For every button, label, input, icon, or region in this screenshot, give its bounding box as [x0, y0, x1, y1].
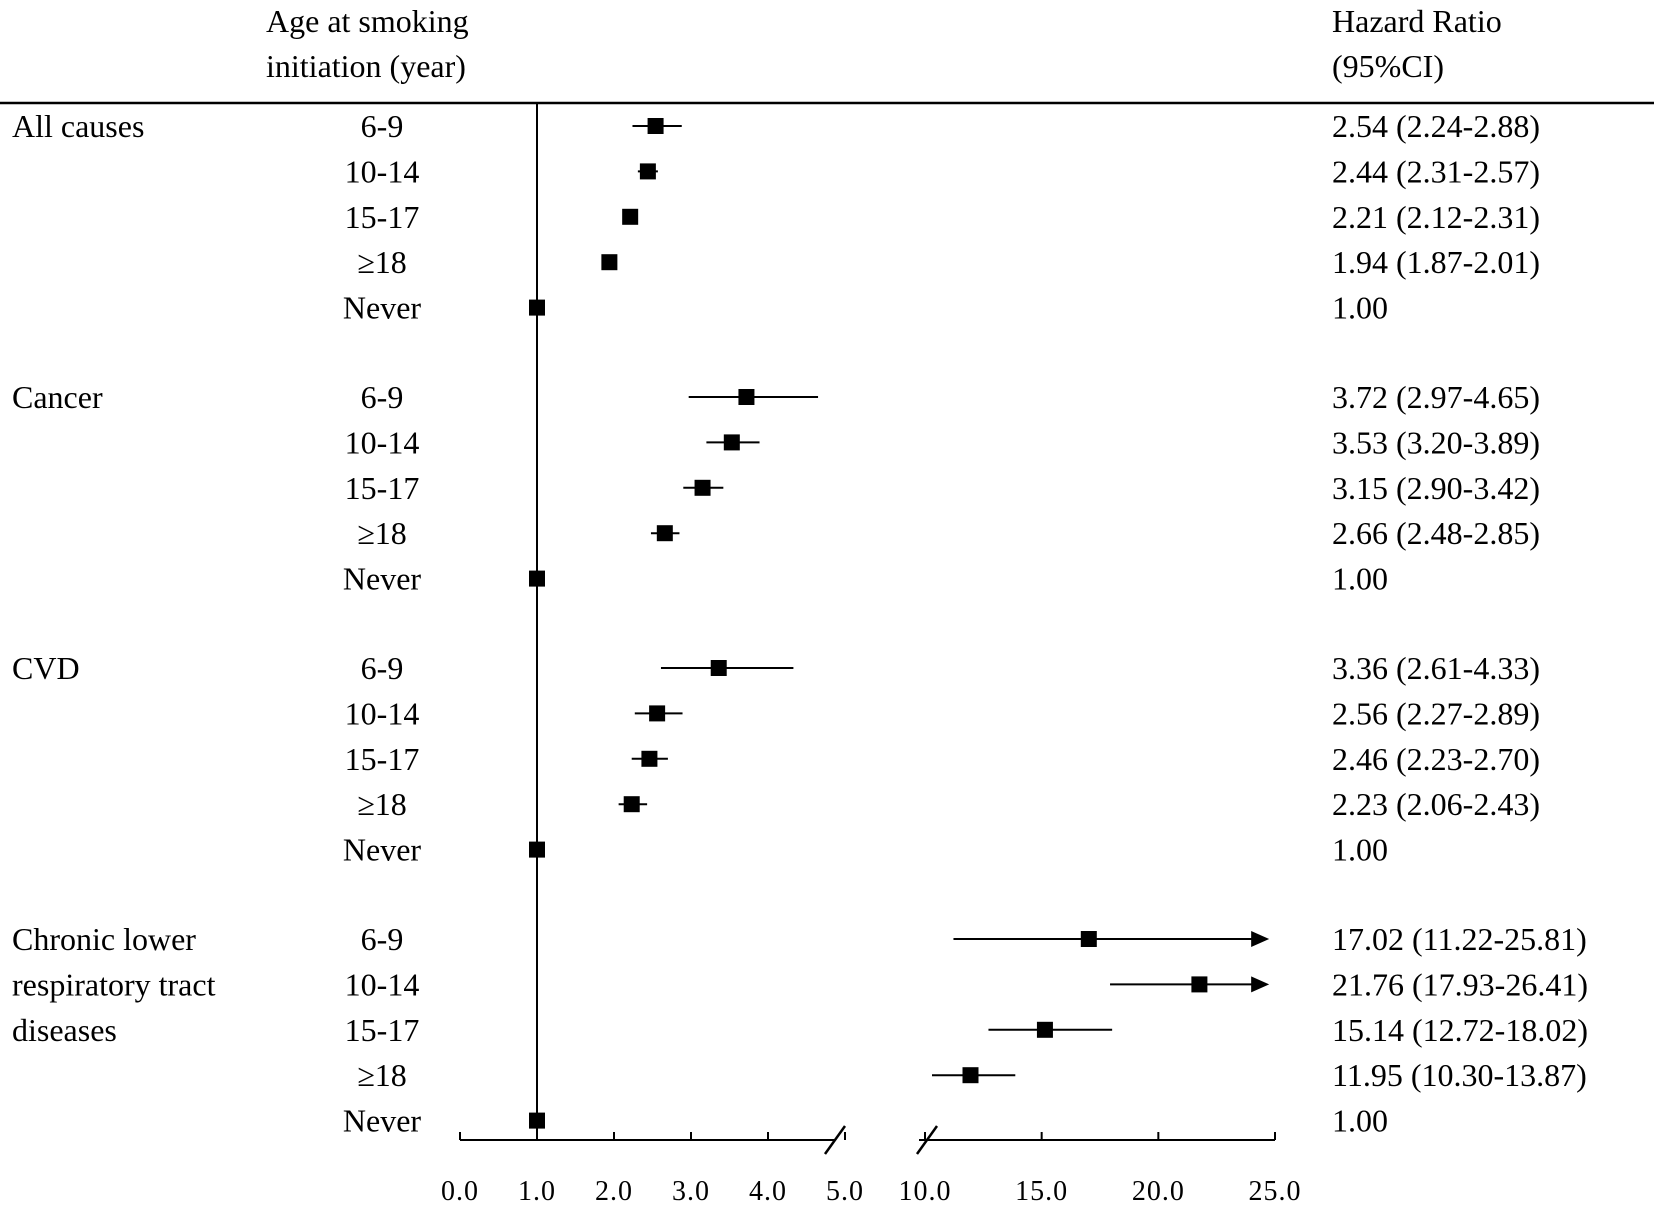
hr-ci-label: 2.21 (2.12-2.31) — [1332, 199, 1540, 235]
hr-ci-label: 2.44 (2.31-2.57) — [1332, 153, 1540, 189]
age-label: 6-9 — [361, 379, 404, 415]
hr-ci-label: 1.00 — [1332, 290, 1388, 326]
x-tick-label: 1.0 — [518, 1176, 556, 1207]
x-tick-label: 4.0 — [749, 1176, 787, 1207]
hr-ci-label: 3.72 (2.97-4.65) — [1332, 379, 1540, 415]
hr-ci-label: 2.56 (2.27-2.89) — [1332, 695, 1540, 731]
age-label: Never — [343, 290, 422, 326]
age-label: ≥18 — [357, 244, 407, 280]
x-tick-label: 25.0 — [1249, 1176, 1302, 1207]
age-label: 15-17 — [345, 199, 420, 235]
hr-point — [656, 525, 673, 542]
hr-point — [962, 1067, 979, 1084]
age-label: 10-14 — [345, 424, 420, 460]
age-label: 6-9 — [361, 108, 404, 144]
plot-marks: All causes 6-9 2.54 (2.24-2.88) 10-14 2.44 (… — [12, 103, 1588, 1207]
age-label: 6-9 — [361, 921, 404, 957]
x-tick-label: 5.0 — [826, 1176, 864, 1207]
hr-point — [1036, 1021, 1053, 1038]
axis-break-mark — [915, 1125, 939, 1155]
group-label: respiratory tract — [12, 966, 216, 1002]
hr-point — [694, 479, 711, 496]
hr-point — [738, 389, 755, 405]
axis-break-mark — [823, 1125, 847, 1155]
age-label: Never — [343, 1103, 422, 1139]
hr-ci-label: 2.54 (2.24-2.88) — [1332, 108, 1540, 144]
age-label: 6-9 — [361, 650, 404, 686]
group-label: Chronic lower — [12, 921, 196, 957]
ci-arrow — [1251, 976, 1270, 993]
hr-ci-label: 3.53 (3.20-3.89) — [1332, 424, 1540, 460]
hr-point — [649, 705, 666, 722]
hr-ci-label: 2.46 (2.23-2.70) — [1332, 741, 1540, 777]
hr-point — [1191, 976, 1208, 993]
hr-point — [639, 163, 656, 180]
group-label: Cancer — [12, 379, 103, 415]
x-tick-label: 3.0 — [672, 1176, 710, 1207]
hr-point — [641, 750, 658, 767]
hr-point — [723, 434, 740, 451]
hr-point — [623, 796, 640, 813]
hr-point — [1080, 931, 1097, 947]
hr-point — [647, 118, 664, 134]
x-tick-label: 2.0 — [595, 1176, 633, 1207]
hr-ci-label: 11.95 (10.30-13.87) — [1332, 1057, 1587, 1093]
x-tick-label: 10.0 — [899, 1176, 952, 1207]
hr-ci-label: 3.36 (2.61-4.33) — [1332, 650, 1540, 686]
age-label: 15-17 — [345, 1012, 420, 1048]
age-label: ≥18 — [357, 786, 407, 822]
age-label: Never — [343, 561, 422, 597]
group-label: diseases — [12, 1012, 117, 1048]
age-header-line1: Age at smoking — [266, 3, 469, 39]
age-label: Never — [343, 832, 422, 868]
hr-header-line2: (95%CI) — [1332, 48, 1444, 84]
age-label: 10-14 — [345, 966, 420, 1002]
hr-point — [710, 660, 727, 676]
hr-ci-label: 21.76 (17.93-26.41) — [1332, 966, 1588, 1002]
x-tick-label: 15.0 — [1015, 1176, 1068, 1207]
hr-ci-label: 1.00 — [1332, 561, 1388, 597]
age-label: ≥18 — [357, 515, 407, 551]
age-label: ≥18 — [357, 1057, 407, 1093]
ci-arrow — [1251, 931, 1270, 947]
hr-ci-label: 2.66 (2.48-2.85) — [1332, 515, 1540, 551]
hr-point — [601, 254, 618, 271]
hr-ci-label: 2.23 (2.06-2.43) — [1332, 786, 1540, 822]
hr-header-line1: Hazard Ratio — [1332, 3, 1502, 39]
age-label: 15-17 — [345, 470, 420, 506]
x-tick-label: 20.0 — [1132, 1176, 1185, 1207]
hr-ci-label: 1.00 — [1332, 1103, 1388, 1139]
group-label: CVD — [12, 650, 80, 686]
hr-ci-label: 3.15 (2.90-3.42) — [1332, 470, 1540, 506]
x-tick-label: 0.0 — [441, 1176, 479, 1207]
hr-ci-label: 1.00 — [1332, 832, 1388, 868]
age-label: 10-14 — [345, 153, 420, 189]
hr-point — [622, 208, 639, 225]
hr-ci-label: 15.14 (12.72-18.02) — [1332, 1012, 1588, 1048]
hr-ci-label: 1.94 (1.87-2.01) — [1332, 244, 1540, 280]
age-label: 10-14 — [345, 695, 420, 731]
age-header-line2: initiation (year) — [266, 48, 466, 84]
age-label: 15-17 — [345, 741, 420, 777]
hr-ci-label: 17.02 (11.22-25.81) — [1332, 921, 1587, 957]
group-label: All causes — [12, 108, 144, 144]
